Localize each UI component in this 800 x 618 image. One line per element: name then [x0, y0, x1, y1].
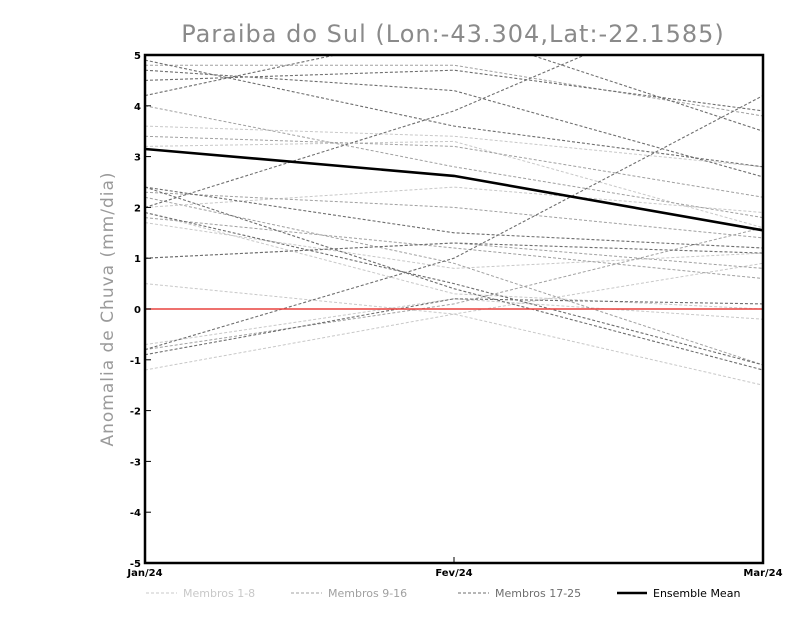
member-line-6	[145, 298, 763, 346]
mean-line-group	[145, 147, 763, 232]
member-line-16	[145, 242, 763, 269]
member-line-20	[145, 55, 763, 132]
legend: Membros 1-8 Membros 9-16 Membros 17-25 Ense…	[146, 587, 740, 600]
member-line-26	[145, 186, 763, 371]
legend-label: Membros 17-25	[495, 587, 581, 600]
y-axis-ticks: -5 -4 -3 -2 -1 0 1 2 3 4 5	[130, 51, 151, 570]
x-tick-label: Mar/24	[743, 568, 782, 579]
y-tick-label: -5	[130, 559, 141, 570]
member-line-27	[145, 211, 763, 366]
x-tick-label: Fev/24	[435, 568, 472, 579]
legend-label: Membros 1-8	[183, 587, 255, 600]
y-tick-label: -1	[130, 356, 141, 367]
member-line-4	[145, 222, 763, 269]
member-line-2	[145, 140, 763, 229]
chart-title: Paraiba do Sul (Lon:-43.304,Lat:-22.1585…	[181, 20, 725, 48]
y-axis-label: Anomalia de Chuva (mm/dia)	[98, 171, 118, 446]
legend-label: Ensemble Mean	[653, 587, 740, 600]
member-line-1	[145, 125, 763, 168]
y-tick-label: 5	[134, 51, 141, 62]
legend-label: Membros 9-16	[328, 587, 407, 600]
member-line-5	[145, 262, 763, 315]
member-line-25	[145, 95, 763, 351]
member-line-12	[145, 191, 763, 239]
member-line-23	[145, 242, 763, 259]
y-tick-label: -2	[130, 407, 141, 418]
member-line-15	[145, 196, 763, 366]
y-tick-label: -3	[130, 457, 141, 468]
member-line-17	[145, 59, 763, 168]
y-tick-label: 2	[134, 203, 141, 214]
member-line-8	[145, 212, 763, 310]
member-line-11	[145, 135, 763, 198]
member-line-14	[145, 227, 763, 351]
x-axis-ticks: Jan/24 Fev/24 Mar/24	[126, 557, 783, 579]
y-tick-label: 4	[134, 102, 141, 113]
y-tick-label: 3	[134, 153, 141, 164]
member-line-10	[145, 64, 763, 117]
member-line-18	[145, 69, 763, 178]
y-tick-label: 0	[134, 305, 141, 316]
member-line-13	[145, 217, 763, 279]
member-line-7	[145, 313, 763, 386]
ensemble-mean-line	[145, 147, 763, 232]
y-tick-label: 1	[134, 254, 141, 265]
y-tick-label: -4	[130, 508, 141, 519]
x-tick-label: Jan/24	[126, 568, 162, 579]
member-line-24	[145, 298, 763, 356]
member-line-22	[145, 186, 763, 249]
member-line-3	[145, 186, 763, 213]
member-line-21	[145, 55, 587, 208]
member-lines	[145, 55, 763, 386]
